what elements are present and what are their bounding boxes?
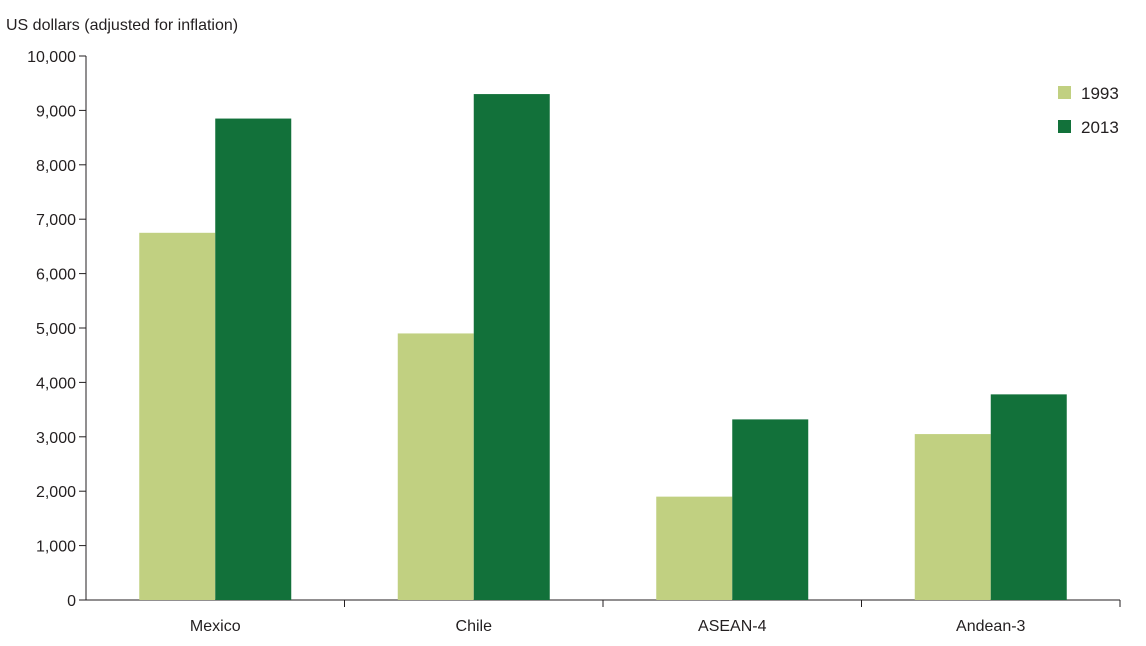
y-tick-label: 3,000 bbox=[36, 430, 76, 447]
x-axis: Mexico Chile ASEAN-4 Andean-3 bbox=[86, 599, 1121, 635]
bars bbox=[139, 94, 1067, 601]
y-axis-title: US dollars (adjusted for inflation) bbox=[6, 17, 238, 34]
y-tick-label: 10,000 bbox=[27, 49, 76, 66]
legend-label: 2013 bbox=[1081, 118, 1119, 137]
y-tick-label: 4,000 bbox=[36, 375, 76, 392]
bar-1993-andean-3 bbox=[914, 434, 991, 600]
x-tick-label: Andean-3 bbox=[956, 618, 1025, 635]
y-tick-label: 5,000 bbox=[36, 321, 76, 338]
y-tick-label: 6,000 bbox=[36, 267, 76, 284]
y-tick-label: 0 bbox=[67, 593, 76, 610]
x-tick-label: Chile bbox=[456, 618, 493, 635]
y-axis: 0 1,000 2,000 3,000 4,000 5,000 6,000 7,000 8,00… bbox=[27, 49, 87, 610]
legend: 1993 2013 bbox=[1058, 84, 1119, 137]
y-tick-label: 8,000 bbox=[36, 158, 76, 175]
bar-1993-mexico bbox=[139, 232, 216, 601]
x-tick-label: Mexico bbox=[190, 618, 241, 635]
bar-1993-chile bbox=[397, 333, 474, 600]
legend-label: 1993 bbox=[1081, 84, 1119, 103]
legend-swatch-2013 bbox=[1058, 120, 1071, 133]
bar-2013-asean-4 bbox=[732, 419, 809, 600]
x-tick-label: ASEAN-4 bbox=[698, 618, 767, 635]
y-tick-label: 1,000 bbox=[36, 539, 76, 556]
bar-1993-asean-4 bbox=[656, 496, 733, 600]
bar-2013-chile bbox=[473, 94, 550, 600]
y-tick-label: 2,000 bbox=[36, 484, 76, 501]
y-tick-label: 9,000 bbox=[36, 103, 76, 120]
bar-2013-mexico bbox=[215, 118, 292, 600]
y-tick-label: 7,000 bbox=[36, 212, 76, 229]
bar-2013-andean-3 bbox=[990, 394, 1067, 600]
legend-swatch-1993 bbox=[1058, 86, 1071, 99]
